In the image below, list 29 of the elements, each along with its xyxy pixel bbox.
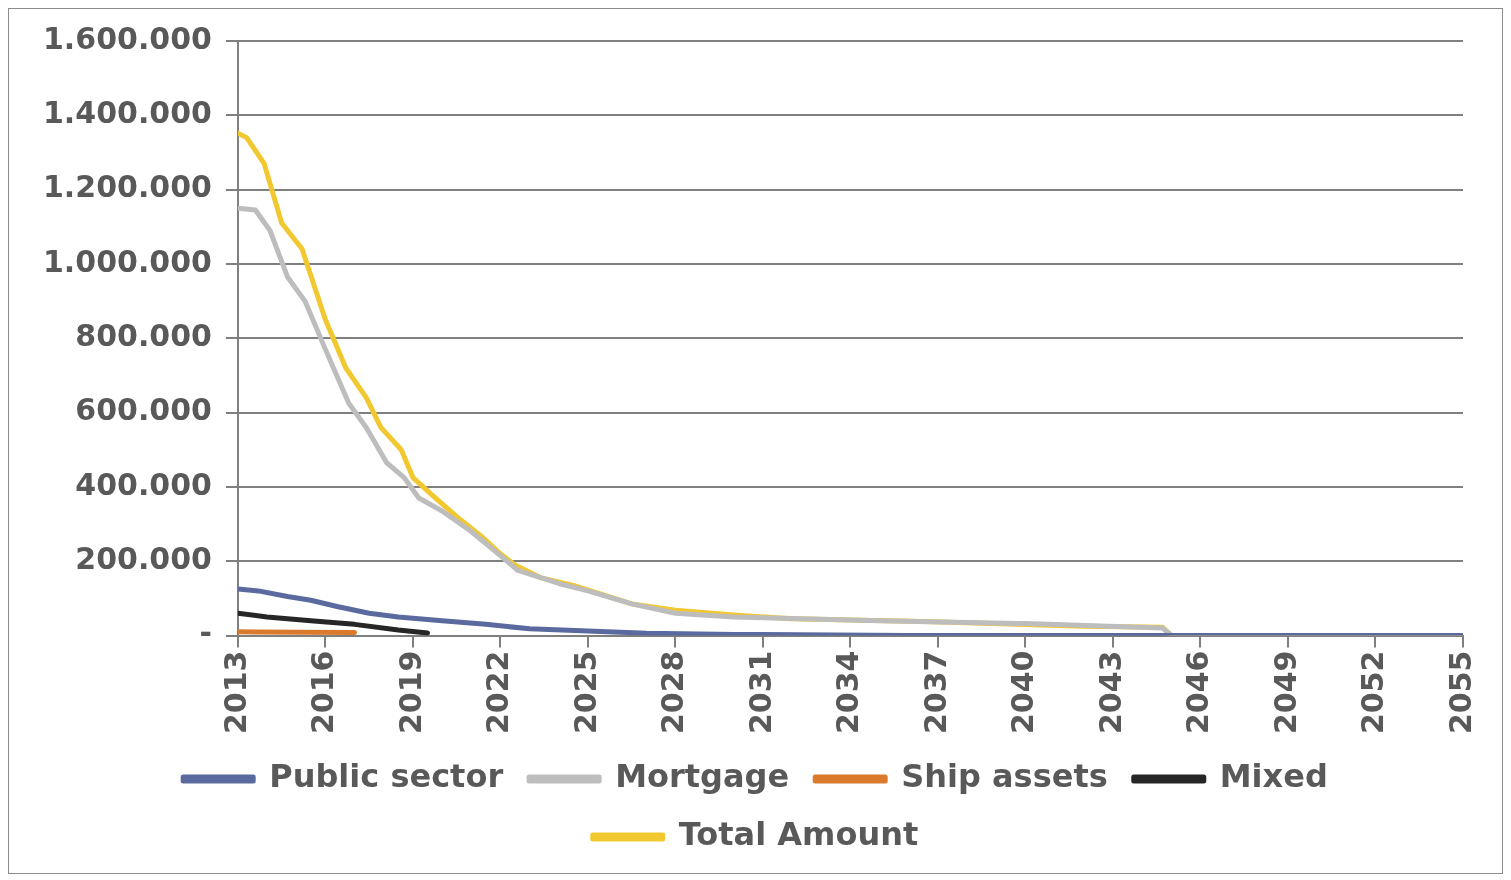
x-tick-label: 2037	[917, 650, 953, 734]
legend-label: Total Amount	[678, 815, 919, 854]
y-tick-label: 1.200.000	[42, 169, 212, 205]
y-tick-label: 200.000	[75, 540, 212, 576]
x-tick-label: 2028	[655, 650, 691, 734]
y-tick-label: -	[199, 615, 212, 651]
y-tick-label: 1.000.000	[42, 243, 212, 279]
x-tick-label: 2022	[480, 650, 516, 734]
y-tick-label: 600.000	[75, 392, 212, 428]
x-tick-label: 2016	[305, 650, 341, 734]
x-tick-label: 2055	[1442, 650, 1478, 734]
legend-label: Mortgage	[615, 757, 790, 796]
x-tick-label: 2034	[830, 650, 866, 734]
y-tick-label: 1.600.000	[42, 20, 212, 56]
legend-label: Ship assets	[901, 757, 1108, 796]
legend-label: Mixed	[1219, 757, 1328, 796]
x-tick-label: 2052	[1355, 650, 1391, 734]
x-tick-label: 2046	[1180, 650, 1216, 734]
x-tick-label: 2019	[392, 650, 428, 734]
x-tick-label: 2049	[1267, 650, 1303, 734]
y-tick-label: 1.400.000	[42, 95, 212, 131]
x-tick-label: 2040	[1005, 650, 1041, 734]
y-tick-label: 800.000	[75, 318, 212, 354]
legend-label: Public sector	[269, 757, 504, 796]
x-tick-label: 2043	[1092, 650, 1128, 734]
y-tick-label: 400.000	[75, 466, 212, 502]
x-tick-label: 2013	[217, 650, 253, 734]
x-tick-label: 2031	[742, 650, 778, 734]
x-tick-label: 2025	[567, 650, 603, 734]
